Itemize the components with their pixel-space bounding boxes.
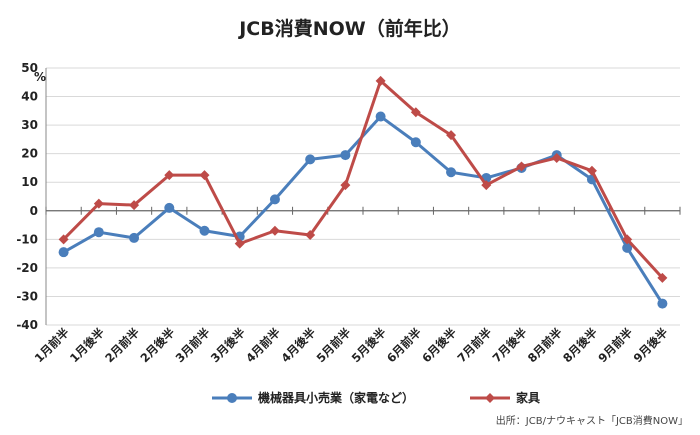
data-point: [410, 137, 421, 148]
data-point: [199, 170, 210, 181]
y-tick-label: -10: [16, 232, 38, 246]
legend-label: 家具: [516, 390, 540, 405]
y-tick-label: 20: [21, 147, 38, 161]
data-point: [551, 152, 562, 163]
x-tick-label: 9月前半: [595, 325, 635, 365]
x-tick-label: 4月前半: [243, 325, 283, 365]
data-point: [164, 202, 175, 213]
data-point: [481, 180, 492, 191]
data-point: [234, 238, 245, 249]
data-point: [516, 161, 527, 172]
data-point: [340, 150, 351, 161]
data-point: [657, 272, 668, 283]
data-point: [199, 225, 210, 236]
data-point: [129, 232, 140, 243]
x-tick-label: 8月後半: [560, 325, 600, 365]
data-point: [164, 170, 175, 181]
x-tick-label: 7月前半: [454, 325, 494, 365]
data-point: [340, 180, 351, 191]
y-tick-label: 40: [21, 90, 38, 104]
y-tick-label: 50: [21, 61, 38, 75]
x-tick-label: 1月後半: [67, 325, 107, 365]
y-tick-label: 10: [21, 175, 38, 189]
data-point: [375, 111, 386, 122]
data-point: [305, 230, 316, 241]
x-tick-label: 6月前半: [384, 325, 424, 365]
data-point: [58, 247, 69, 258]
legend-label: 機械器具小売業（家電など）: [258, 390, 414, 405]
legend-marker: [485, 393, 495, 403]
y-tick-label: 0: [30, 204, 38, 218]
x-tick-label: 2月前半: [102, 325, 142, 365]
data-point: [305, 154, 316, 165]
data-point: [622, 242, 633, 253]
data-point: [586, 165, 597, 176]
x-tick-label: 9月後半: [631, 325, 671, 365]
data-point: [58, 234, 69, 245]
data-point: [375, 75, 386, 86]
data-point: [446, 130, 457, 141]
unit-label: %: [34, 70, 47, 84]
source-note: 出所：JCB/ナウキャスト「JCB消費NOW」: [495, 416, 688, 427]
data-point: [269, 194, 280, 205]
x-tick-label: 3月前半: [173, 325, 213, 365]
y-tick-label: -30: [16, 289, 38, 303]
x-tick-label: 8月前半: [525, 325, 565, 365]
x-tick-label: 3月後半: [208, 325, 248, 365]
x-tick-label: 2月後半: [137, 325, 177, 365]
y-tick-label: -20: [16, 261, 38, 275]
data-point: [93, 227, 104, 238]
legend-marker: [227, 393, 237, 403]
series-line-2: [62, 79, 664, 279]
y-tick-label: -40: [16, 318, 38, 332]
data-point: [657, 298, 668, 309]
x-tick-label: 5月前半: [314, 325, 354, 365]
x-tick-label: 7月後半: [490, 325, 530, 365]
data-point: [129, 200, 140, 211]
x-tick-label: 4月後半: [278, 325, 318, 365]
x-tick-label: 5月後半: [349, 325, 389, 365]
y-tick-label: 30: [21, 118, 38, 132]
data-point: [622, 234, 633, 245]
data-point: [446, 167, 457, 178]
data-point: [410, 107, 421, 118]
data-point: [93, 198, 104, 209]
chart-title: JCB消費NOW（前年比）: [239, 18, 461, 40]
x-tick-label: 6月後半: [419, 325, 459, 365]
data-point: [269, 225, 280, 236]
